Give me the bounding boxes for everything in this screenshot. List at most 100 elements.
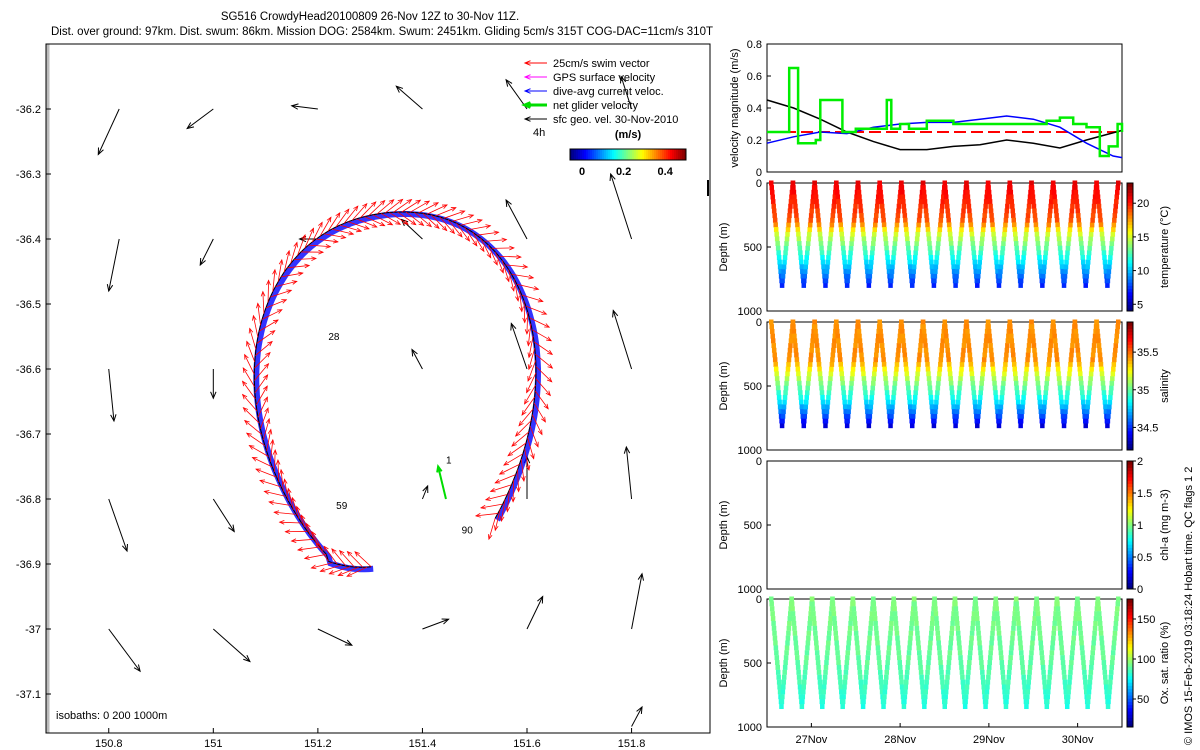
oxygen-sample (770, 616, 776, 622)
temperature-sample (839, 236, 845, 242)
oxygen-sample (1071, 635, 1076, 641)
swim-vector-shaft (279, 521, 302, 524)
salinity-sample (922, 333, 927, 339)
oxygen-sample (790, 611, 796, 617)
salinity-sample (1035, 376, 1040, 382)
oxygen-sample (1063, 684, 1068, 690)
salinity-colorbar-cell (1127, 411, 1133, 416)
salinity-colorbar-cell (1127, 331, 1133, 336)
temperature-sample (977, 264, 982, 270)
swim-vector (468, 224, 492, 231)
swim-vector (526, 323, 532, 347)
salinity-sample (851, 361, 856, 367)
temperature-sample (1067, 231, 1072, 237)
temperature-sample (1089, 222, 1095, 228)
oxygen-sample (983, 699, 989, 705)
temperature-sample (1029, 185, 1035, 191)
oxygen-sample (934, 620, 940, 626)
oxygen-sample (916, 645, 922, 651)
temperature-colorbar-cell (1127, 208, 1133, 213)
temperature-colorbar-cell (1127, 250, 1133, 254)
salinity-sample (802, 413, 808, 419)
swim-vector-head (527, 352, 533, 359)
swim-vector (498, 254, 522, 260)
swim-vector-head (252, 314, 257, 321)
temperature-sample (1059, 259, 1064, 265)
temperature-sample (1035, 241, 1041, 247)
temperature-sample (848, 245, 854, 251)
temperature-sample (1003, 222, 1008, 228)
swim-vector (308, 244, 332, 249)
swim-vector (279, 468, 284, 492)
salinity-sample (1074, 333, 1079, 339)
swim-vector-head (353, 205, 359, 212)
oxygen-sample (808, 611, 813, 617)
temperature-sample (998, 268, 1003, 274)
salinity-sample (826, 394, 831, 400)
swim-vector-head (243, 419, 250, 426)
swim-vector (501, 260, 510, 283)
salinity-sample (990, 361, 995, 367)
swim-vector-head (293, 241, 298, 248)
oxygen-sample (1055, 601, 1060, 607)
oxygen-sample (822, 679, 827, 685)
salinity-sample (857, 338, 863, 344)
salinity-sample (1014, 390, 1020, 396)
oxygen-sample (918, 669, 924, 675)
temperature-sample (774, 231, 779, 237)
salinity-sample (846, 409, 851, 415)
oxygen-sample (899, 679, 904, 685)
swim-vector (405, 211, 425, 227)
salinity-sample (1061, 423, 1067, 429)
temperature-sample (836, 199, 841, 205)
temperature-sample (803, 268, 808, 274)
oxygen-sample (923, 684, 929, 690)
salinity-sample (939, 352, 944, 358)
map-xtick-label: 151.6 (513, 738, 541, 750)
temperature-colorbar-cell (1127, 237, 1133, 242)
oxygen-sample (969, 635, 974, 641)
oxygen-sample (1116, 596, 1121, 602)
oxygen-sample (895, 640, 901, 646)
salinity-sample (818, 376, 823, 382)
swim-vector (499, 499, 506, 523)
salinity-sample (1084, 413, 1089, 419)
salinity-sample (861, 376, 867, 382)
salinity-colorbar-cell (1127, 395, 1133, 400)
swim-vector-shaft (480, 503, 503, 509)
salinity-sample (889, 413, 894, 419)
temperature-sample (849, 236, 855, 242)
salinity-sample (774, 371, 779, 377)
swim-vector-head (318, 249, 325, 255)
swim-vector-head (300, 514, 306, 521)
oxygen-sample (810, 606, 816, 612)
oxygen-sample (879, 689, 885, 695)
temperature-sample (983, 199, 989, 205)
temperature-sample (926, 236, 932, 242)
salinity-sample (793, 343, 798, 349)
swim-vector-head (248, 444, 255, 450)
salinity-sample (927, 380, 932, 386)
colorbar-cell (682, 149, 685, 160)
swim-vector-shaft (257, 397, 268, 418)
temperature-sample (1108, 250, 1114, 256)
temperature-sample (991, 236, 997, 242)
swim-vector (251, 457, 273, 468)
oxygen-sample (1111, 640, 1117, 646)
oxygen-sample (813, 635, 819, 641)
oxygen-colorbar-cell (1127, 663, 1133, 667)
swim-vector-head (514, 431, 521, 437)
oxygen-sample (996, 625, 1001, 631)
temperature-sample (1076, 217, 1082, 223)
swim-vector-shaft (401, 199, 421, 213)
oxygen-sample (946, 660, 952, 666)
temperature-sample (1092, 199, 1097, 205)
oxygen-sample (997, 635, 1002, 641)
oxygen-sample (874, 635, 880, 641)
temperature-sample (904, 227, 909, 233)
temperature-sample (991, 231, 996, 237)
temperature-sample (1055, 222, 1060, 228)
legend-arrow-head (523, 60, 531, 66)
oxygen-sample (879, 684, 884, 690)
swim-vector-head (286, 289, 293, 294)
